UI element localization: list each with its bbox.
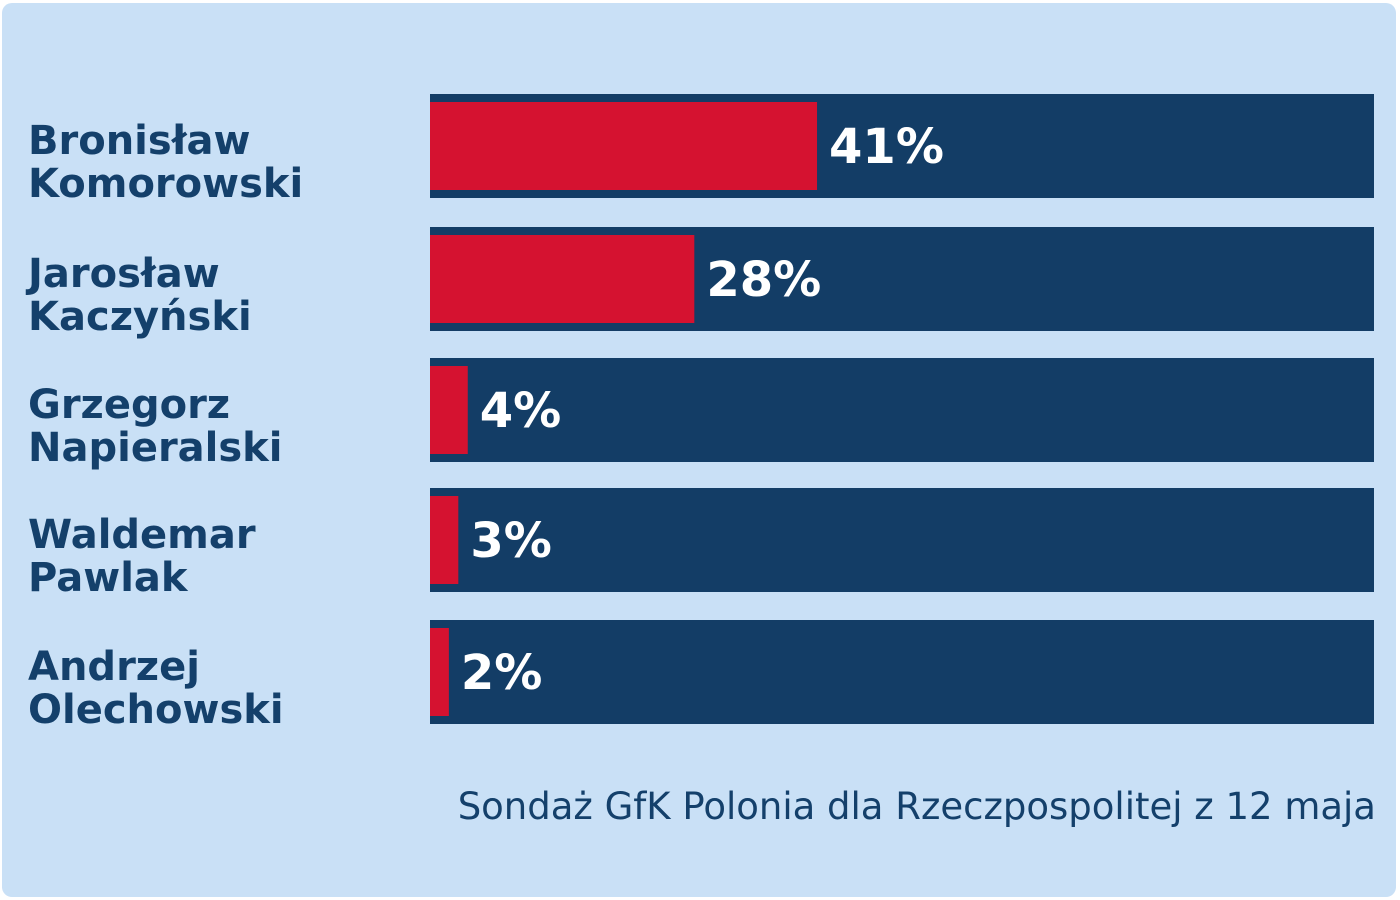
bar xyxy=(430,102,818,190)
value-label: 2% xyxy=(461,645,543,701)
category-label: Jarosław Kaczyński xyxy=(25,251,252,340)
value-label: 41% xyxy=(829,119,944,175)
bar xyxy=(430,235,695,323)
bar xyxy=(430,366,468,454)
value-label: 4% xyxy=(480,383,562,439)
bar xyxy=(430,628,449,716)
value-label: 28% xyxy=(706,252,821,308)
value-label: 3% xyxy=(470,513,552,569)
category-label: Bronisław Komorowski xyxy=(28,118,303,207)
category-label: Grzegorz Napieralski xyxy=(28,382,283,471)
category-label: Andrzej Olechowski xyxy=(28,644,284,733)
bar-track xyxy=(430,620,1374,724)
bar-track xyxy=(430,488,1374,592)
bar-track xyxy=(430,358,1374,462)
source-note: Sondaż GfK Polonia dla Rzeczpospolitej z… xyxy=(457,785,1376,828)
category-label: Waldemar Pawlak xyxy=(28,512,256,601)
bar xyxy=(430,496,459,584)
